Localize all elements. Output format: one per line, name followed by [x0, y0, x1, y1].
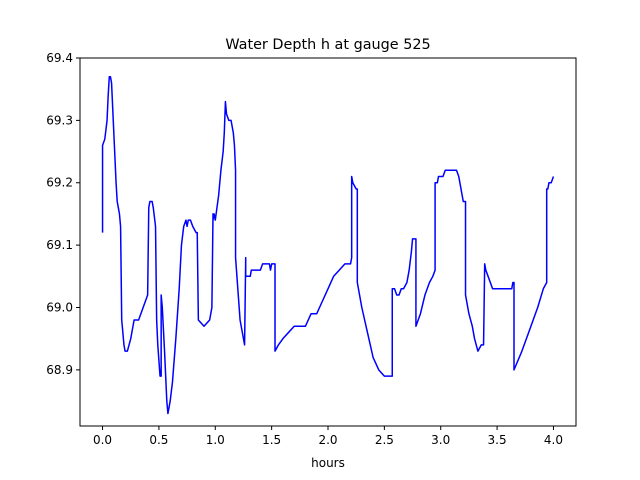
x-tick-label: 0.0	[93, 433, 112, 447]
x-tick-label: 1.5	[262, 433, 281, 447]
plot-area	[80, 58, 576, 426]
y-axis-ticks: 68.9 69.0 69.1 69.2 69.3 69.4	[46, 51, 80, 377]
x-tick-label: 2.0	[318, 433, 337, 447]
y-tick-label: 69.0	[46, 300, 73, 314]
x-tick-label: 4.0	[544, 433, 563, 447]
y-tick-label: 69.2	[46, 176, 73, 190]
chart-title: Water Depth h at gauge 525	[225, 37, 430, 53]
x-tick-label: 0.5	[149, 433, 168, 447]
x-tick-label: 2.5	[375, 433, 394, 447]
y-tick-label: 69.3	[46, 113, 73, 127]
x-tick-label: 3.0	[431, 433, 450, 447]
x-axis-label: hours	[311, 456, 345, 470]
y-tick-label: 68.9	[46, 363, 73, 377]
x-axis-ticks: 0.0 0.5 1.0 1.5 2.0 2.5 3.0 3.5 4.0	[93, 426, 563, 447]
plot-frame	[79, 57, 577, 427]
y-tick-label: 69.1	[46, 238, 73, 252]
x-tick-label: 1.0	[206, 433, 225, 447]
water-depth-series-line	[101, 75, 555, 415]
y-tick-label: 69.4	[46, 51, 73, 65]
x-tick-label: 3.5	[488, 433, 507, 447]
